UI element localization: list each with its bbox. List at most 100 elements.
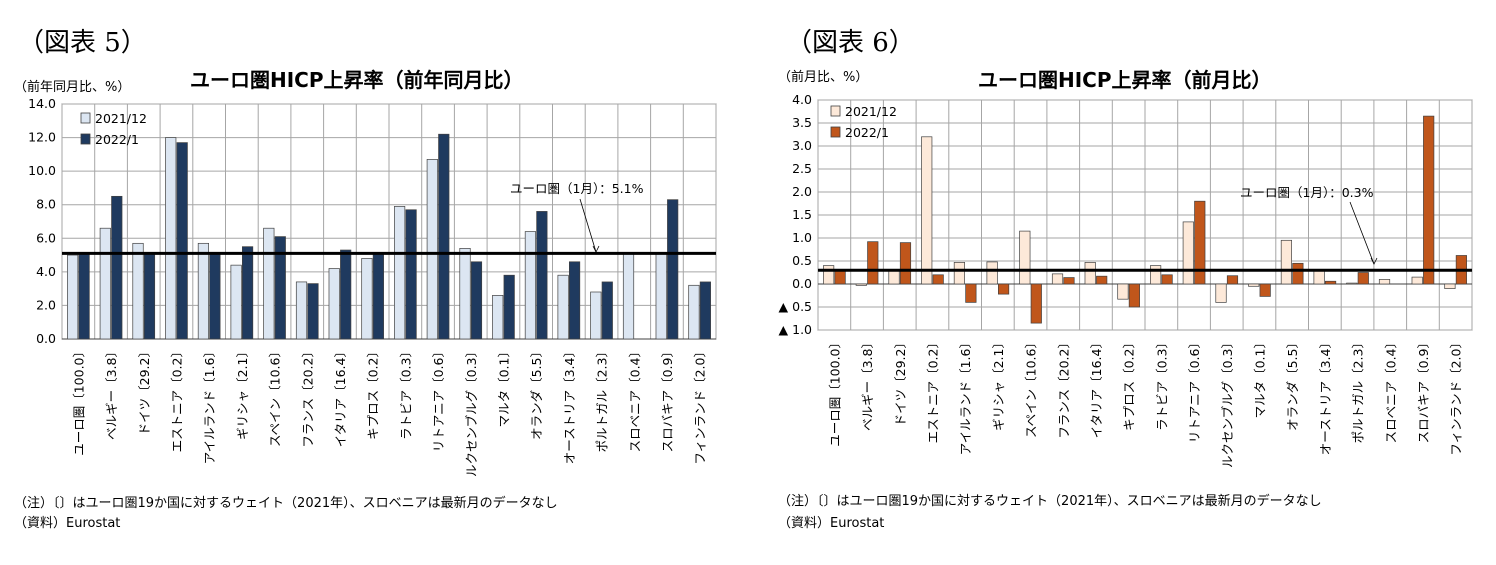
bar-latest bbox=[1030, 283, 1042, 324]
bar-prev bbox=[328, 268, 340, 340]
bar-latest bbox=[699, 281, 711, 340]
x-tick-label: スペイン〔10.6〕 bbox=[268, 345, 283, 447]
y-tick-label: 12.0 bbox=[28, 130, 56, 145]
x-tick-label: ルクセンブルグ〔0.3〕 bbox=[1220, 336, 1235, 468]
bar-prev bbox=[67, 254, 79, 340]
y-tick-label: 3.0 bbox=[792, 138, 812, 153]
annotation-arrowhead bbox=[592, 245, 600, 253]
x-tick-label: スペイン〔10.6〕 bbox=[1024, 336, 1039, 438]
bar-prev bbox=[1280, 239, 1292, 285]
x-tick-label: ポルトガル〔2.3〕 bbox=[1351, 336, 1366, 443]
y-tick-label: 1.0 bbox=[792, 230, 812, 245]
bar-latest bbox=[209, 253, 221, 340]
y-tick-label: 0.5 bbox=[792, 253, 812, 268]
y-tick-label: 8.0 bbox=[36, 197, 56, 212]
bar-latest bbox=[1324, 280, 1337, 285]
bar-latest bbox=[536, 211, 548, 340]
x-tick-label: フランス〔20.2〕 bbox=[300, 345, 315, 448]
reference-annotation: ユーロ圏（1月）：5.1% bbox=[510, 181, 644, 196]
bar-prev bbox=[557, 274, 569, 340]
y-tick-label: 0.0 bbox=[792, 276, 812, 291]
bar-prev bbox=[1084, 262, 1096, 285]
x-tick-label: ラトビア〔0.3〕 bbox=[398, 345, 413, 440]
chart-source: （資料）Eurostat bbox=[778, 516, 885, 531]
chart-note: （注）〔〕はユーロ圏19か国に対するウェイト（2021年）、スロベニアは最新月の… bbox=[14, 496, 558, 511]
x-tick-label: フィンランド〔2.0〕 bbox=[693, 345, 708, 465]
bar-latest bbox=[438, 133, 450, 340]
x-tick-label: フランス〔20.2〕 bbox=[1056, 336, 1071, 439]
bar-prev bbox=[492, 295, 504, 340]
annotation-arrowhead bbox=[1370, 257, 1378, 265]
legend-swatch bbox=[80, 112, 91, 124]
bar-prev bbox=[1051, 273, 1064, 285]
bar-latest bbox=[242, 246, 254, 340]
x-tick-label: ドイツ〔29.2〕 bbox=[137, 345, 152, 435]
bar-prev bbox=[524, 231, 536, 340]
bar-latest bbox=[1194, 200, 1206, 285]
chart-panel-yoy: （図表 5） ユーロ圏HICP上昇率（前年同月比） （前年同月比、%） 0.0 2… bbox=[14, 28, 717, 531]
bar-latest bbox=[143, 253, 156, 340]
bar-prev bbox=[99, 227, 111, 340]
y-tick-label: ▲ 0.5 bbox=[779, 299, 812, 314]
reference-annotation: ユーロ圏（1月）：0.3% bbox=[1240, 185, 1374, 200]
bar-latest bbox=[340, 249, 352, 340]
bar-latest bbox=[998, 283, 1010, 295]
x-tick-label: スロバキア〔0.9〕 bbox=[660, 345, 675, 452]
x-tick-label: ギリシャ〔2.1〕 bbox=[991, 336, 1006, 431]
y-tick-label: ▲ 1.0 bbox=[779, 322, 813, 337]
bar-prev bbox=[1378, 279, 1391, 285]
x-tick-label: アイルランド〔1.6〕 bbox=[958, 336, 973, 455]
chart-title: ユーロ圏HICP上昇率（前月比） bbox=[978, 68, 1272, 92]
x-tick-label: マルタ〔0.1〕 bbox=[496, 345, 511, 427]
bar-latest bbox=[1259, 283, 1271, 297]
bar-latest bbox=[834, 269, 846, 285]
bar-latest bbox=[111, 195, 123, 340]
x-tick-label: オランダ〔5.5〕 bbox=[529, 345, 544, 440]
bar-prev bbox=[263, 227, 275, 340]
mom-bar-chart: ▲ 1.0 ▲ 0.5 0.0 0.5 1.0 1.5 2.0 2.5 3.0 3.5 4.0 ユーロ… bbox=[779, 92, 1473, 468]
annotation-arrow bbox=[1349, 201, 1375, 265]
bar-latest bbox=[1063, 277, 1075, 285]
bar-prev bbox=[1182, 221, 1194, 285]
x-tick-label: フィンランド〔2.0〕 bbox=[1449, 336, 1464, 456]
figure-label: （図表 5） bbox=[18, 28, 147, 58]
bar-prev bbox=[655, 253, 667, 340]
bar-latest bbox=[503, 274, 515, 340]
y-axis-unit: （前年同月比、%） bbox=[14, 80, 131, 95]
x-tick-label: アイルランド〔1.6〕 bbox=[202, 345, 217, 464]
bar-latest bbox=[1226, 275, 1239, 285]
bar-prev bbox=[459, 248, 471, 340]
legend-label: 2021/12 bbox=[845, 104, 897, 119]
bar-prev bbox=[132, 242, 144, 340]
y-tick-label: 6.0 bbox=[36, 230, 56, 245]
x-tick-label: リトアニア〔0.6〕 bbox=[1187, 336, 1202, 443]
bar-latest bbox=[867, 241, 879, 285]
x-tick-label: オランダ〔5.5〕 bbox=[1285, 336, 1300, 431]
bar-prev bbox=[688, 284, 700, 340]
x-tick-label: オーストリア〔3.4〕 bbox=[562, 345, 577, 464]
y-tick-label: 10.0 bbox=[28, 163, 56, 178]
bar-latest bbox=[965, 283, 977, 303]
x-tick-label: オーストリア〔3.4〕 bbox=[1318, 336, 1333, 455]
x-tick-label: エストニア〔0.2〕 bbox=[925, 336, 940, 443]
bar-prev bbox=[1215, 283, 1227, 303]
y-tick-label: 2.0 bbox=[36, 297, 56, 312]
bar-prev bbox=[986, 261, 998, 285]
legend-label: 2021/12 bbox=[95, 111, 147, 126]
x-tick-label: キプロス〔0.2〕 bbox=[366, 345, 381, 440]
bar-prev bbox=[1117, 283, 1129, 300]
x-tick-label: ギリシャ〔2.1〕 bbox=[235, 345, 250, 440]
legend-swatch bbox=[80, 133, 91, 145]
legend-label: 2022/1 bbox=[845, 125, 889, 140]
y-tick-label: 4.0 bbox=[792, 92, 812, 107]
bar-prev bbox=[361, 258, 373, 340]
yoy-bar-chart: 0.0 2.0 4.0 6.0 8.0 10.0 12.0 14.0 ユーロ圏〔100.0〕 ベル… bbox=[28, 96, 717, 477]
chart-title: ユーロ圏HICP上昇率（前年同月比） bbox=[190, 68, 524, 92]
x-tick-label: イタリア〔16.4〕 bbox=[333, 345, 348, 447]
x-tick-label: ベルギー〔3.8〕 bbox=[860, 336, 875, 431]
bar-prev bbox=[426, 159, 438, 340]
bar-latest bbox=[1292, 262, 1304, 285]
bar-prev bbox=[888, 269, 900, 285]
y-tick-label: 0.0 bbox=[36, 331, 56, 346]
bar-latest bbox=[932, 274, 944, 285]
